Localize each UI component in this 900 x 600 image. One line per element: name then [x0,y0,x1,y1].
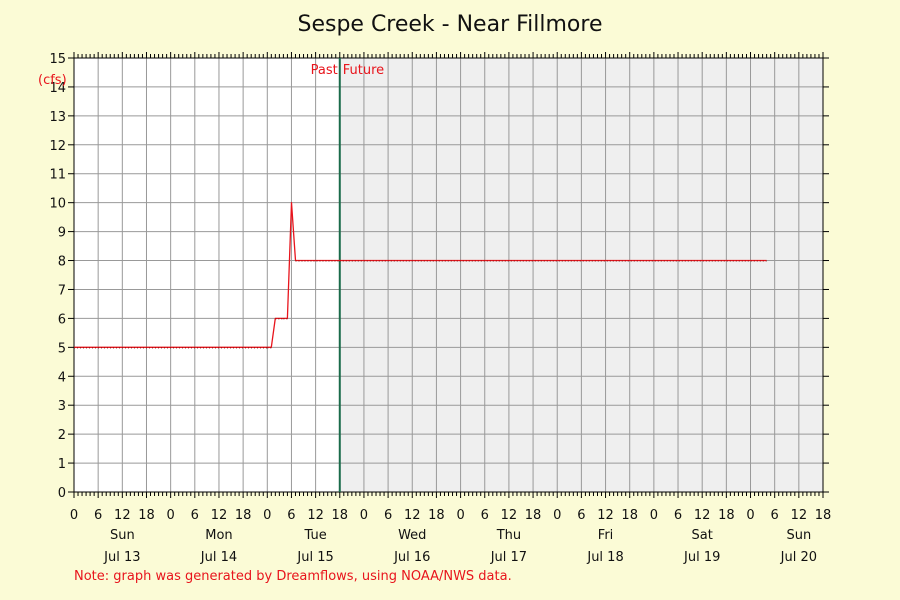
x-date-label: Jul 14 [200,550,237,565]
x-hour-tick-label: 6 [191,508,199,523]
x-hour-tick-label: 12 [597,508,614,523]
y-tick-label: 13 [49,110,66,125]
x-hour-tick-label: 0 [360,508,368,523]
x-date-label: Jul 17 [490,550,527,565]
y-tick-label: 0 [58,486,66,501]
x-day-label: Sun [786,528,811,543]
x-hour-tick-label: 0 [456,508,464,523]
x-day-label: Tue [304,528,327,543]
x-hour-tick-label: 12 [404,508,421,523]
x-hour-tick-label: 18 [621,508,638,523]
x-day-label: Thu [496,528,521,543]
x-hour-tick-label: 12 [694,508,711,523]
y-tick-label: 6 [58,312,66,327]
x-hour-tick-label: 6 [674,508,682,523]
x-day-label: Sun [110,528,135,543]
x-hour-tick-label: 18 [428,508,445,523]
x-date-label: Jul 20 [780,550,817,565]
y-axis-label: (cfs) [38,73,67,88]
x-day-label: Fri [598,528,614,543]
x-hour-tick-label: 12 [211,508,228,523]
y-tick-label: 2 [58,428,66,443]
y-tick-label: 4 [58,370,66,385]
x-hour-tick-label: 0 [746,508,754,523]
x-hour-tick-label: 0 [263,508,271,523]
future-label: Future [343,63,384,78]
y-tick-label: 5 [58,341,66,356]
y-tick-label: 14 [49,81,66,96]
y-tick-label: 11 [49,168,66,183]
x-hour-tick-label: 18 [332,508,349,523]
y-tick-label: 8 [58,255,66,270]
chart-title: Sespe Creek - Near Fillmore [297,12,603,37]
x-hour-tick-label: 12 [114,508,131,523]
x-hour-tick-label: 6 [384,508,392,523]
x-date-label: Jul 19 [683,550,720,565]
past-label: Past [311,63,338,78]
x-hour-tick-label: 12 [501,508,518,523]
x-hour-tick-label: 0 [553,508,561,523]
x-hour-tick-label: 18 [525,508,542,523]
x-hour-tick-label: 6 [94,508,102,523]
x-date-label: Jul 13 [103,550,140,565]
x-day-label: Sat [692,528,713,543]
x-hour-tick-label: 12 [307,508,324,523]
x-hour-tick-label: 0 [650,508,658,523]
x-hour-tick-label: 6 [287,508,295,523]
y-tick-label: 3 [58,399,66,414]
flow-series-line [74,202,767,348]
x-hour-tick-label: 18 [138,508,155,523]
y-tick-label: 7 [58,283,66,298]
y-tick-label: 12 [49,139,66,154]
x-date-label: Jul 16 [393,550,430,565]
x-date-label: Jul 15 [296,550,333,565]
y-tick-label: 15 [49,52,66,67]
x-hour-tick-label: 6 [771,508,779,523]
x-hour-tick-label: 12 [791,508,808,523]
x-hour-tick-label: 0 [167,508,175,523]
x-hour-tick-label: 18 [815,508,832,523]
x-hour-tick-label: 6 [577,508,585,523]
x-day-label: Mon [205,528,232,543]
y-tick-label: 9 [58,226,66,241]
x-hour-tick-label: 18 [718,508,735,523]
x-hour-tick-label: 0 [70,508,78,523]
x-date-label: Jul 18 [586,550,623,565]
footer-note: Note: graph was generated by Dreamflows,… [74,569,512,584]
x-hour-tick-label: 6 [481,508,489,523]
y-tick-label: 10 [49,197,66,212]
x-day-label: Wed [398,528,426,543]
y-tick-label: 1 [58,457,66,472]
x-hour-tick-label: 18 [235,508,252,523]
